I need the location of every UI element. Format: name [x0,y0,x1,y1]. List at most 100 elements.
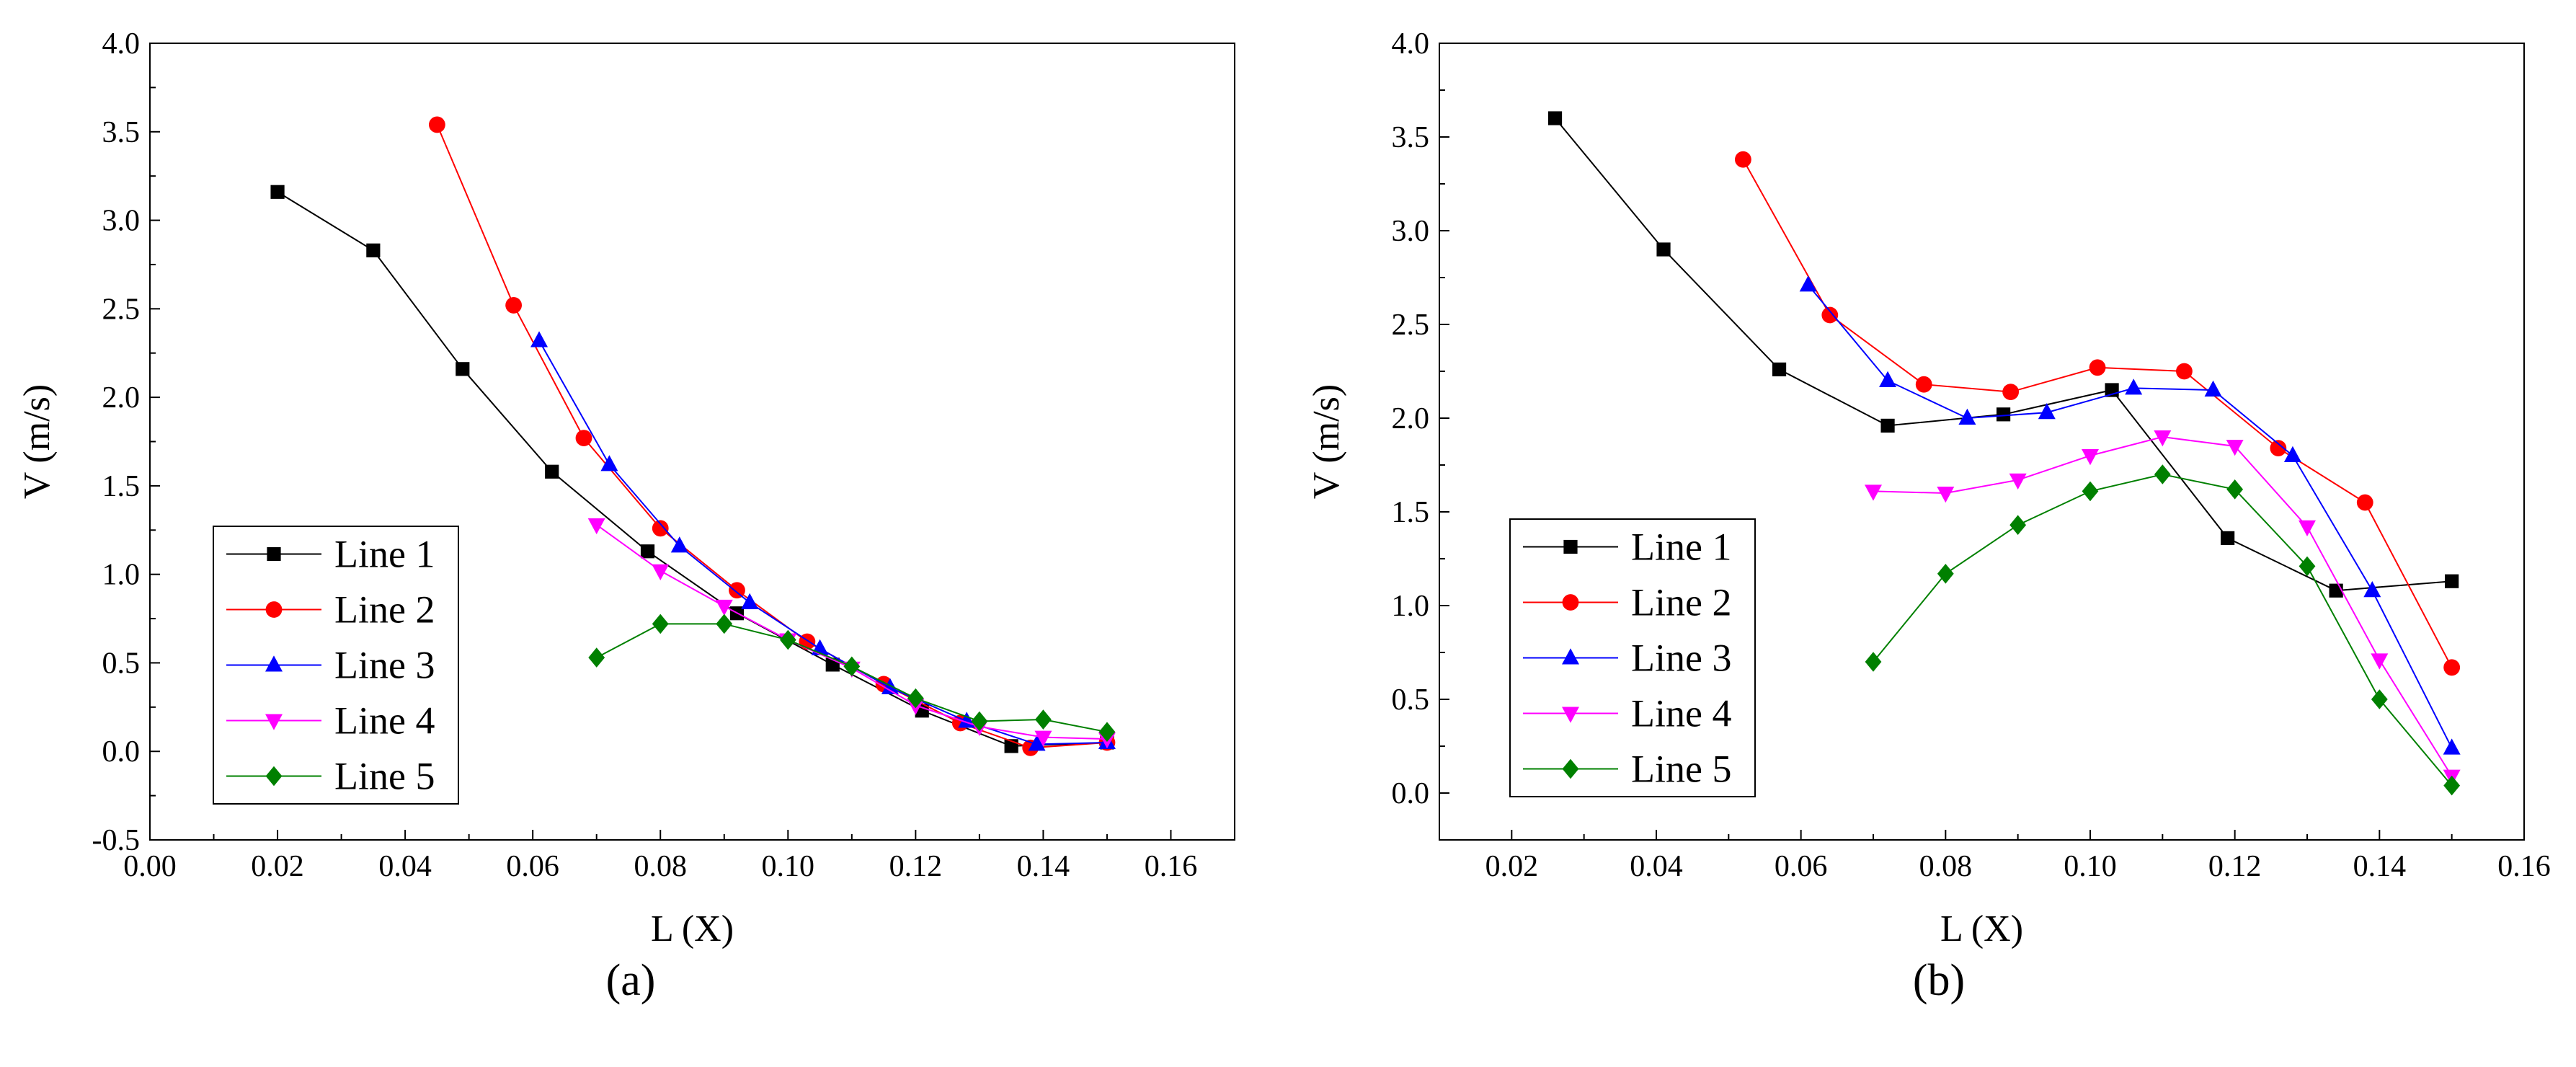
data-point-b-2-6 [2270,440,2287,456]
y-tick-label-b-6: 3.0 [1392,215,1430,248]
data-point-b-2-8 [2443,659,2461,676]
data-point-a-4-0 [587,518,605,535]
data-point-a-1-2 [456,362,470,376]
legend-label-a-4: Line 4 [334,699,435,743]
series-a-line-1 [270,185,1114,753]
legend-label-a-3: Line 3 [334,644,435,687]
series-line-a-2 [436,124,1108,749]
data-point-b-1-2 [1772,362,1787,376]
data-point-a-5-2 [716,614,733,634]
legend-label-b-3: Line 3 [1631,637,1731,680]
data-point-b-1-4 [1997,407,2011,422]
x-tick-label-a-5: 0.10 [762,850,815,883]
data-point-a-4-7 [1034,730,1052,747]
data-point-b-3-3 [2038,403,2056,420]
y-tick-label-a-1: 0.0 [102,735,141,769]
legend-marker-a-4 [265,714,283,730]
data-point-a-5-7 [1035,709,1052,730]
x-axis-label-a: L (X) [651,908,734,949]
data-point-a-2-0 [428,116,445,133]
data-point-b-5-3 [2082,481,2099,502]
series-line-b-5 [1873,473,2453,787]
legend-b: Line 1 Line 2 Line 3 Line 4 Line 5 [1509,518,1756,797]
series-line-a-5 [596,623,1108,733]
series-line-a-3 [538,340,1107,745]
y-tick-label-b-0: 0.0 [1392,777,1430,810]
data-point-a-1-1 [366,243,381,257]
legend-marker-b-1 [1563,539,1578,554]
data-point-a-5-5 [907,688,924,709]
legend-marker-b-5 [1562,758,1579,779]
x-tick-label-a-4: 0.08 [634,850,687,883]
data-point-a-2-3 [652,520,669,537]
data-point-b-4-7 [2371,653,2389,670]
data-point-b-1-8 [2445,574,2459,588]
y-tick-label-a-4: 1.5 [102,470,141,503]
data-point-a-4-2 [715,599,733,616]
data-point-b-4-2 [2009,473,2027,490]
x-tick-label-a-3: 0.06 [506,850,559,883]
data-point-b-3-8 [2443,738,2461,755]
data-point-a-5-3 [779,629,796,650]
x-tick-label-b-2: 0.06 [1775,850,1828,883]
y-axis-label-b: V (m/s) [1306,384,1347,499]
series-b-line-5 [1865,464,2461,796]
legend-marker-a-1 [267,546,281,562]
data-point-a-3-7 [1028,735,1046,751]
y-tick-label-a-9: 4.0 [102,27,141,61]
data-point-a-1-4 [640,544,655,559]
data-point-a-2-1 [505,297,523,314]
data-point-b-3-6 [2283,446,2301,462]
legend-label-b-5: Line 5 [1631,748,1731,791]
y-tick-label-b-2: 1.0 [1392,590,1430,623]
data-point-b-2-1 [1821,306,1839,324]
y-tick-label-b-8: 4.0 [1392,27,1430,61]
data-point-b-4-1 [1937,487,1955,503]
data-point-a-3-3 [741,593,759,609]
x-tick-label-b-0: 0.02 [1485,850,1539,883]
y-tick-label-b-4: 2.0 [1392,402,1430,435]
data-point-b-2-3 [2002,384,2020,400]
y-tick-label-a-7: 3.0 [102,205,141,238]
data-point-b-4-4 [2154,430,2172,447]
y-tick-label-a-3: 1.0 [102,559,141,592]
legend-label-a-1: Line 1 [334,533,435,576]
data-point-a-2-2 [575,430,592,446]
data-point-b-2-2 [1915,376,1932,393]
series-b-line-4 [1865,430,2461,786]
data-point-b-3-2 [1958,408,1976,425]
y-tick-label-b-7: 3.5 [1392,121,1430,154]
data-point-a-1-3 [545,464,559,479]
series-b-line-2 [1735,151,2461,676]
x-tick-label-a-2: 0.04 [378,850,432,883]
series-a-line-2 [428,116,1116,756]
x-tick-label-b-5: 0.12 [2208,850,2262,883]
legend-a: Line 1 Line 2 Line 3 Line 4 Line 5 [213,526,459,805]
data-point-b-1-6 [2221,531,2235,545]
data-point-a-3-2 [670,536,688,553]
data-point-b-2-5 [2176,363,2193,380]
y-tick-label-a-0: -0.5 [92,824,141,857]
legend-marker-b-3 [1562,648,1579,665]
data-point-b-2-0 [1735,151,1751,168]
data-point-b-3-5 [2204,380,2222,397]
data-point-b-5-1 [1937,564,1954,584]
data-point-b-3-7 [2363,581,2381,598]
legend-label-a-2: Line 2 [334,588,435,632]
series-b-line-3 [1799,275,2461,755]
data-point-b-5-4 [2154,464,2171,484]
data-point-a-3-1 [600,455,618,471]
data-point-b-5-6 [2299,556,2316,577]
y-tick-label-a-6: 2.5 [102,293,141,326]
panel-label-b: (b) [1913,956,1965,1005]
data-point-b-3-0 [1799,275,1817,292]
data-point-b-1-7 [2329,583,2343,598]
data-point-a-2-4 [729,582,745,599]
y-tick-label-b-1: 0.5 [1392,683,1430,717]
legend-label-b-1: Line 1 [1631,526,1731,569]
data-point-b-1-1 [1656,242,1671,257]
x-tick-label-a-8: 0.16 [1145,850,1198,883]
y-axis-label-a: V (m/s) [17,384,58,499]
data-point-b-2-4 [2089,359,2106,376]
